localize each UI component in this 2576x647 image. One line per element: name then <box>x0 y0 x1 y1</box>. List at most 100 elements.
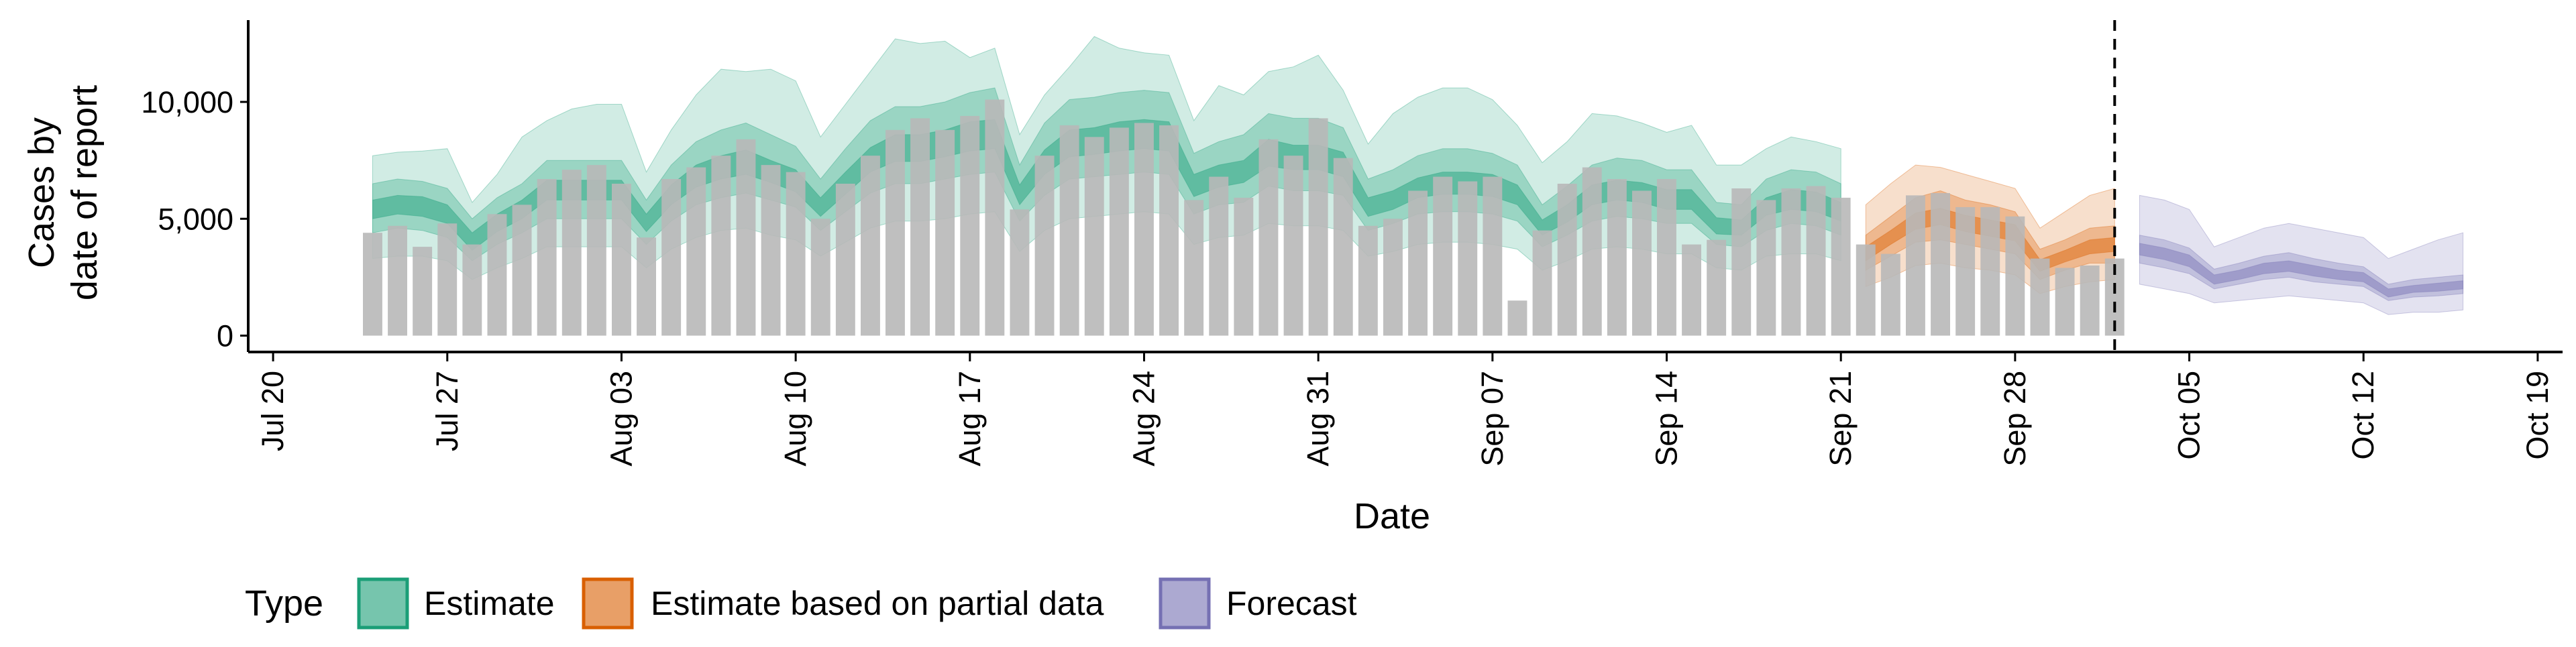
bar-2020-07-26 <box>413 247 433 336</box>
bar-2020-08-07 <box>711 156 731 336</box>
bar-2020-08-25 <box>1159 125 1179 336</box>
legend-swatch <box>1159 577 1211 630</box>
bar-2020-08-19 <box>1010 209 1030 336</box>
bar-2020-09-12 <box>1607 179 1627 336</box>
bar-2020-08-14 <box>885 129 905 336</box>
legend-title: Type <box>245 583 323 624</box>
x-tick-label: Sep 07 <box>1475 371 1509 467</box>
bar-2020-09-01 <box>1333 158 1353 336</box>
bar-2020-08-05 <box>661 179 682 336</box>
y-tick-label: 0 <box>217 319 233 353</box>
bar-2020-09-13 <box>1632 190 1652 336</box>
x-tick-label: Sep 14 <box>1650 371 1684 467</box>
bar-2020-08-29 <box>1258 139 1279 336</box>
bar-2020-08-20 <box>1034 156 1055 336</box>
bar-2020-07-30 <box>512 204 532 336</box>
bar-2020-09-07 <box>1483 176 1503 336</box>
bar-2020-09-23 <box>1880 253 1900 336</box>
legend-swatch <box>582 577 634 630</box>
bar-2020-08-08 <box>736 139 756 336</box>
x-tick-label: Sep 28 <box>1998 371 2032 467</box>
bar-2020-09-24 <box>1906 195 1925 336</box>
bar-2020-08-23 <box>1109 127 1129 336</box>
legend-item: Estimate based on partial data <box>582 577 1104 630</box>
bar-2020-08-22 <box>1084 137 1104 336</box>
bar-2020-09-10 <box>1557 184 1577 336</box>
legend-swatch <box>357 577 409 630</box>
forecast-inner-band <box>2139 243 2464 298</box>
bar-2020-10-01 <box>2080 266 2100 336</box>
bar-2020-08-06 <box>686 167 706 336</box>
x-tick-label: Oct 19 <box>2520 371 2555 460</box>
bars-layer <box>363 99 2125 336</box>
bar-2020-08-13 <box>861 156 880 336</box>
legend-label: Estimate <box>424 585 555 622</box>
bar-2020-09-09 <box>1532 230 1552 336</box>
bar-2020-09-27 <box>1980 207 2000 336</box>
bar-2020-08-11 <box>810 219 830 336</box>
y-axis-title-line: Cases by <box>21 117 62 268</box>
bar-2020-07-28 <box>462 244 482 336</box>
bar-2020-09-25 <box>1931 193 1950 336</box>
x-axis-title: Date <box>1354 496 1430 536</box>
bar-2020-08-18 <box>985 99 1005 336</box>
bar-2020-09-11 <box>1582 167 1602 336</box>
bar-2020-09-03 <box>1383 219 1403 336</box>
y-tick-label: 10,000 <box>141 85 233 119</box>
bar-2020-08-26 <box>1184 200 1204 336</box>
bar-2020-08-21 <box>1059 125 1079 336</box>
bar-2020-08-15 <box>910 118 930 336</box>
bar-2020-09-04 <box>1408 190 1428 336</box>
forecast-mid-band <box>2139 235 2464 301</box>
x-tick-label: Aug 24 <box>1127 371 1161 467</box>
bar-2020-09-05 <box>1433 176 1453 336</box>
legend-label: Estimate based on partial data <box>651 585 1104 622</box>
bar-2020-09-16 <box>1707 239 1727 336</box>
y-axis-title: Cases bydate of report <box>21 85 105 300</box>
bar-2020-08-17 <box>960 115 980 336</box>
x-tick-label: Aug 03 <box>604 371 639 467</box>
bar-2020-08-10 <box>786 172 806 336</box>
legend-item: Forecast <box>1159 577 1357 630</box>
legend-item: Estimate <box>357 577 555 630</box>
y-axis-title-line: date of report <box>64 85 105 300</box>
bar-2020-09-14 <box>1657 179 1676 336</box>
bar-2020-09-21 <box>1831 197 1851 336</box>
x-tick-label: Aug 10 <box>778 371 812 467</box>
bar-2020-09-06 <box>1458 181 1478 336</box>
legend-label: Forecast <box>1226 585 1357 622</box>
bar-2020-09-26 <box>1955 207 1976 336</box>
x-tick-label: Jul 27 <box>430 371 464 451</box>
y-tick-label: 5,000 <box>158 202 233 236</box>
bar-2020-07-27 <box>437 223 458 336</box>
bar-2020-08-31 <box>1308 118 1328 336</box>
bar-2020-08-04 <box>637 237 656 336</box>
x-tick-label: Jul 20 <box>256 371 290 451</box>
bar-2020-08-16 <box>935 129 955 336</box>
bar-2020-09-08 <box>1507 300 1527 336</box>
x-tick-label: Aug 17 <box>953 371 987 467</box>
bar-2020-08-30 <box>1283 156 1303 336</box>
bar-2020-09-02 <box>1358 225 1378 336</box>
bar-2020-08-09 <box>761 165 781 336</box>
bar-2020-07-29 <box>487 214 507 336</box>
bar-2020-08-27 <box>1209 176 1229 336</box>
bar-2020-09-22 <box>1856 244 1876 336</box>
bar-2020-09-15 <box>1682 244 1701 336</box>
bar-2020-09-20 <box>1806 186 1826 336</box>
bar-2020-08-12 <box>835 184 855 336</box>
bar-2020-09-28 <box>2005 216 2025 336</box>
bar-2020-07-31 <box>537 179 557 336</box>
bar-2020-08-28 <box>1234 197 1254 336</box>
forecast-outer-band <box>2139 194 2464 315</box>
bar-2020-09-18 <box>1756 200 1776 336</box>
bar-2020-09-17 <box>1731 188 1752 336</box>
bar-2020-08-01 <box>561 170 582 336</box>
bar-2020-09-19 <box>1781 188 1801 336</box>
bar-2020-08-02 <box>586 165 606 336</box>
x-tick-label: Oct 05 <box>2172 371 2206 460</box>
x-tick-label: Aug 31 <box>1301 371 1335 467</box>
x-tick-label: Sep 21 <box>1823 371 1858 467</box>
